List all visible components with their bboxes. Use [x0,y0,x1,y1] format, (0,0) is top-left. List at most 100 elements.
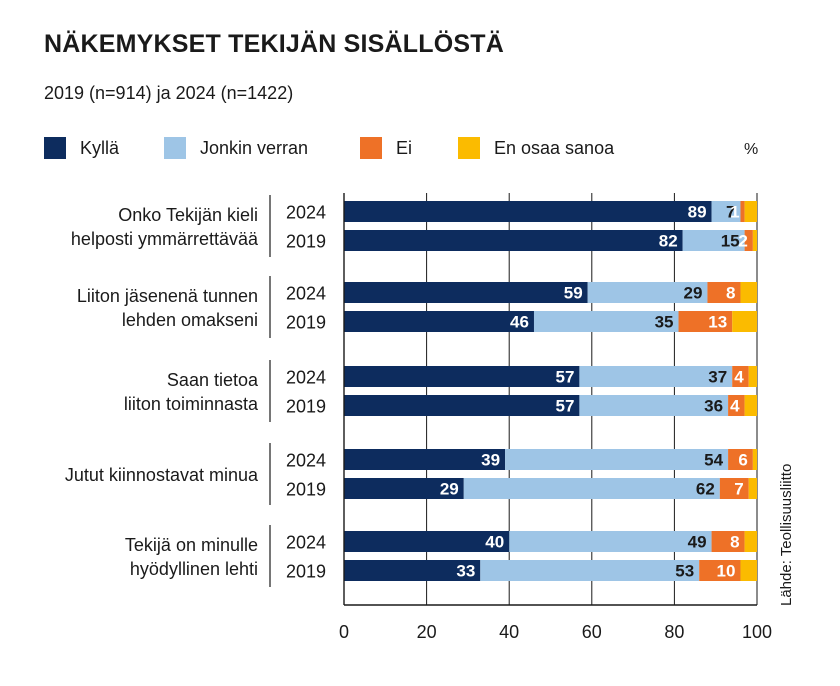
data-label: 57 [555,397,574,416]
bar-segment [728,449,753,470]
bar-segment [344,201,712,222]
year-label: 2024 [286,284,326,304]
data-label: 46 [510,313,529,332]
data-label: 10 [717,562,736,581]
data-label: 62 [696,480,715,499]
data-label: 33 [456,562,475,581]
bar-segment [748,366,757,387]
bar-segment [719,478,749,499]
year-label: 2024 [286,203,326,223]
bar-segment [344,366,580,387]
legend-label-jonkin: Jonkin verran [200,137,309,158]
category-label: lehden omakseni [122,310,258,330]
x-tick-label: 80 [664,622,684,642]
x-tick-label: 20 [417,622,437,642]
bar-segment [344,311,534,332]
bar-segment [740,201,745,222]
bar-segment [344,230,683,251]
data-label: 15 [721,232,740,251]
bar-segment [480,560,700,581]
bar-segment [344,395,580,416]
bar-segment [744,230,753,251]
data-label: 6 [738,451,747,470]
bar-segment [579,366,733,387]
bar-segment [587,282,708,303]
data-label: 1 [730,203,739,222]
bar-segment [344,560,481,581]
year-label: 2019 [286,480,326,500]
bar-segment [752,230,757,251]
legend-swatch-ei [360,137,382,159]
data-label: 54 [704,451,723,470]
data-label: 89 [688,203,707,222]
data-label: 8 [726,284,735,303]
data-label: 53 [675,562,694,581]
data-label: 4 [734,368,744,387]
legend-item-jonkin: Jonkin verran [164,137,308,159]
bar-segment [344,478,464,499]
bar-segment [732,366,749,387]
legend-item-ei: Ei [360,137,412,159]
x-tick-label: 40 [499,622,519,642]
legend-item-kylla: Kyllä [44,137,119,159]
bar-segment [678,311,733,332]
legend-label-ei: Ei [396,137,413,158]
bar-segment [682,230,745,251]
data-label: 7 [726,203,735,222]
legend-swatch-jonkin [164,137,186,159]
category-label: Saan tietoa [167,370,259,390]
data-label: 39 [481,451,500,470]
category-label: hyödyllinen lehti [130,559,258,579]
data-label: 59 [564,284,583,303]
bar-segment [740,282,757,303]
bar-segment [740,560,757,581]
legend-swatch-kylla [44,137,66,159]
legend-item-eos: En osaa sanoa [458,137,614,159]
bar-segment [344,531,510,552]
category-label: Jutut kiinnostavat minua [65,465,259,485]
x-tick-label: 100 [742,622,772,642]
legend-label-kylla: Kyllä [80,137,120,158]
year-label: 2024 [286,368,326,388]
bar-segment [744,201,757,222]
bar-segment [732,311,757,332]
x-tick-label: 0 [339,622,349,642]
data-label: 49 [688,533,707,552]
bar-segment [344,282,588,303]
chart-subtitle: 2019 (n=914) ja 2024 (n=1422) [44,83,294,103]
data-label: 29 [440,480,459,499]
bar-segment [748,478,757,499]
year-label: 2019 [286,313,326,333]
data-label: 40 [485,533,504,552]
data-label: 13 [708,313,727,332]
data-label: 57 [555,368,574,387]
data-label: 2 [738,232,747,251]
bar-segment [463,478,720,499]
bar-segment [711,201,741,222]
year-label: 2019 [286,232,326,252]
bar-segment [699,560,741,581]
legend-swatch-eos [458,137,480,159]
data-label: 35 [655,313,674,332]
data-label: 36 [704,397,723,416]
category-label: Tekijä on minulle [125,535,258,555]
category-label: Liiton jäsenenä tunnen [77,286,258,306]
data-label: 82 [659,232,678,251]
year-label: 2019 [286,562,326,582]
bar-segment [505,449,729,470]
bar-segment [744,531,757,552]
bar-segment [707,282,741,303]
bar-segment [509,531,712,552]
data-label: 37 [708,368,727,387]
bar-segment [344,449,506,470]
bar-segment [579,395,729,416]
unit-label: % [744,141,759,158]
category-label: liiton toiminnasta [124,394,259,414]
year-label: 2019 [286,397,326,417]
bar-segment [752,449,757,470]
year-label: 2024 [286,451,326,471]
bar-segment [533,311,679,332]
year-label: 2024 [286,533,326,553]
bar-segment [711,531,745,552]
